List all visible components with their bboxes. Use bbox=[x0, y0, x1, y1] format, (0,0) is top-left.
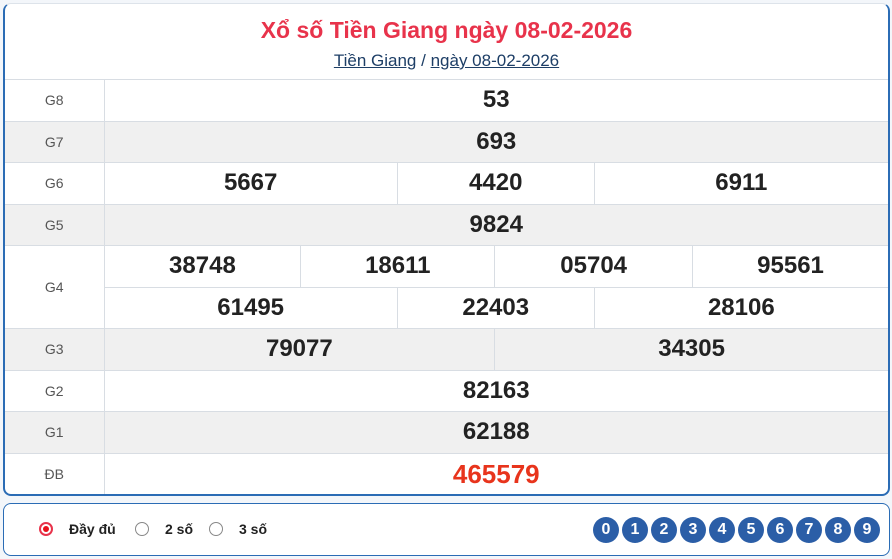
digit-button-2[interactable]: 2 bbox=[651, 517, 677, 543]
prize-number: 05704 bbox=[494, 245, 694, 288]
prize-label: G8 bbox=[5, 79, 105, 122]
breadcrumb-date[interactable]: ngày 08-02-2026 bbox=[430, 51, 560, 70]
prize-number: 28106 bbox=[593, 286, 888, 329]
row-g8: G8 53 bbox=[5, 79, 888, 122]
special-prize-number: 465579 bbox=[103, 452, 888, 494]
row-special: ĐB 465579 bbox=[5, 452, 888, 494]
prize-number: 53 bbox=[103, 79, 888, 122]
digit-button-1[interactable]: 1 bbox=[622, 517, 648, 543]
prize-number: 4420 bbox=[396, 162, 595, 205]
prize-number: 79077 bbox=[103, 328, 496, 371]
prize-label: ĐB bbox=[5, 452, 105, 494]
prize-label: G7 bbox=[5, 120, 105, 163]
digit-button-5[interactable]: 5 bbox=[738, 517, 764, 543]
prize-number: 693 bbox=[103, 120, 888, 163]
row-g1: G1 62188 bbox=[5, 411, 888, 454]
prize-number: 9824 bbox=[103, 203, 888, 246]
prize-number: 5667 bbox=[103, 162, 398, 205]
prize-number: 95561 bbox=[692, 245, 888, 288]
option-full[interactable]: Đầy đủ bbox=[39, 521, 116, 537]
row-g7: G7 693 bbox=[5, 120, 888, 163]
digit-button-4[interactable]: 4 bbox=[709, 517, 735, 543]
option-2-digits[interactable]: 2 số bbox=[135, 521, 193, 537]
prize-label: G5 bbox=[5, 203, 105, 246]
prize-number: 38748 bbox=[103, 245, 302, 288]
prize-label: G1 bbox=[5, 411, 105, 454]
prize-number: 22403 bbox=[396, 286, 595, 329]
row-g6: G6 5667 4420 6911 bbox=[5, 162, 888, 205]
option-label: 3 số bbox=[239, 521, 268, 537]
radio-icon[interactable] bbox=[209, 522, 223, 536]
row-g4: G4 38748 18611 05704 95561 bbox=[5, 245, 888, 329]
filter-bar: Đầy đủ 2 số 3 số 0 1 2 3 4 5 6 7 8 9 bbox=[3, 503, 890, 556]
option-3-digits[interactable]: 3 số bbox=[209, 521, 267, 537]
prize-number: 6911 bbox=[593, 162, 888, 205]
prize-number: 34305 bbox=[494, 328, 888, 371]
page-title: Xổ số Tiền Giang ngày 08-02-2026 bbox=[260, 17, 633, 43]
prize-number: 62188 bbox=[103, 411, 888, 454]
prize-label: G6 bbox=[5, 162, 105, 205]
prize-label: G2 bbox=[5, 369, 105, 412]
prize-number: 82163 bbox=[103, 369, 888, 412]
breadcrumb-province[interactable]: Tiền Giang bbox=[333, 51, 417, 70]
digit-button-3[interactable]: 3 bbox=[680, 517, 706, 543]
digit-button-8[interactable]: 8 bbox=[825, 517, 851, 543]
radio-selected-icon[interactable] bbox=[39, 522, 53, 536]
row-g3: G3 79077 34305 bbox=[5, 328, 888, 371]
option-label: Đầy đủ bbox=[69, 521, 116, 537]
prize-number: 18611 bbox=[300, 245, 496, 288]
prize-number: 61495 bbox=[103, 286, 398, 329]
digit-button-9[interactable]: 9 bbox=[854, 517, 880, 543]
digit-button-6[interactable]: 6 bbox=[767, 517, 793, 543]
results-table: G8 53 G7 693 G6 5667 4420 6911 G5 9824 G4 38748… bbox=[5, 79, 888, 494]
row-g4-2: 61495 22403 28106 bbox=[5, 286, 888, 329]
radio-icon[interactable] bbox=[135, 522, 149, 536]
results-panel: Xổ số Tiền Giang ngày 08-02-2026 Tiền Gi… bbox=[3, 3, 890, 496]
breadcrumb-separator: / bbox=[421, 51, 426, 70]
digit-filter: 0 1 2 3 4 5 6 7 8 9 bbox=[593, 517, 880, 543]
row-g2: G2 82163 bbox=[5, 369, 888, 412]
breadcrumb: Tiền Giang / ngày 08-02-2026 bbox=[5, 51, 888, 71]
digit-button-7[interactable]: 7 bbox=[796, 517, 822, 543]
prize-label: G3 bbox=[5, 328, 105, 371]
option-label: 2 số bbox=[165, 521, 194, 537]
prize-label: G4 bbox=[5, 245, 105, 329]
digit-button-0[interactable]: 0 bbox=[593, 517, 619, 543]
row-g5: G5 9824 bbox=[5, 203, 888, 246]
